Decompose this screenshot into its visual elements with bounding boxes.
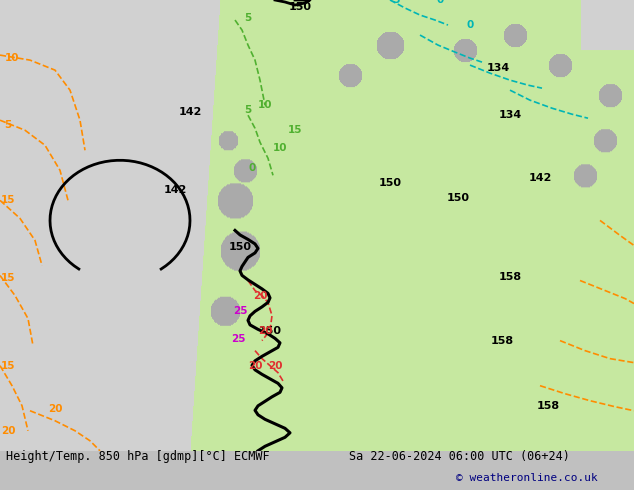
Text: 20: 20 — [258, 325, 272, 336]
Text: 142: 142 — [164, 185, 186, 196]
Text: 15: 15 — [1, 361, 15, 370]
Text: 0: 0 — [436, 0, 444, 5]
Text: Sa 22-06-2024 06:00 UTC (06+24): Sa 22-06-2024 06:00 UTC (06+24) — [349, 450, 569, 463]
Text: 15: 15 — [1, 273, 15, 284]
Text: 158: 158 — [491, 336, 514, 345]
Text: 0: 0 — [467, 20, 474, 30]
Text: 10: 10 — [273, 143, 287, 153]
Text: 20: 20 — [48, 404, 62, 414]
Text: 20: 20 — [268, 361, 282, 370]
Text: 0: 0 — [249, 163, 256, 173]
Text: © weatheronline.co.uk: © weatheronline.co.uk — [456, 473, 598, 483]
Text: 5: 5 — [4, 120, 11, 130]
Text: 150: 150 — [378, 178, 401, 188]
Text: 150: 150 — [446, 194, 470, 203]
Text: 5: 5 — [244, 105, 252, 115]
Text: 25: 25 — [231, 334, 245, 343]
Text: 142: 142 — [178, 107, 202, 117]
Text: 15: 15 — [288, 125, 302, 135]
Text: 134: 134 — [498, 110, 522, 120]
Text: 20: 20 — [253, 291, 268, 300]
Text: 20: 20 — [248, 361, 262, 370]
Text: 158: 158 — [498, 272, 522, 283]
Text: 10: 10 — [4, 53, 19, 63]
Text: 20: 20 — [1, 426, 15, 436]
Text: 150: 150 — [228, 243, 252, 252]
Text: 25: 25 — [233, 306, 247, 316]
Text: -5: -5 — [389, 0, 401, 5]
Text: Height/Temp. 850 hPa [gdmp][°C] ECMWF: Height/Temp. 850 hPa [gdmp][°C] ECMWF — [6, 450, 270, 463]
Text: 15: 15 — [1, 196, 15, 205]
Text: 5: 5 — [244, 13, 252, 23]
Text: 10: 10 — [258, 100, 272, 110]
Text: 134: 134 — [486, 63, 510, 73]
Text: 150: 150 — [288, 2, 311, 12]
Text: 150: 150 — [259, 325, 281, 336]
Text: 142: 142 — [528, 173, 552, 183]
Text: 158: 158 — [536, 401, 560, 411]
